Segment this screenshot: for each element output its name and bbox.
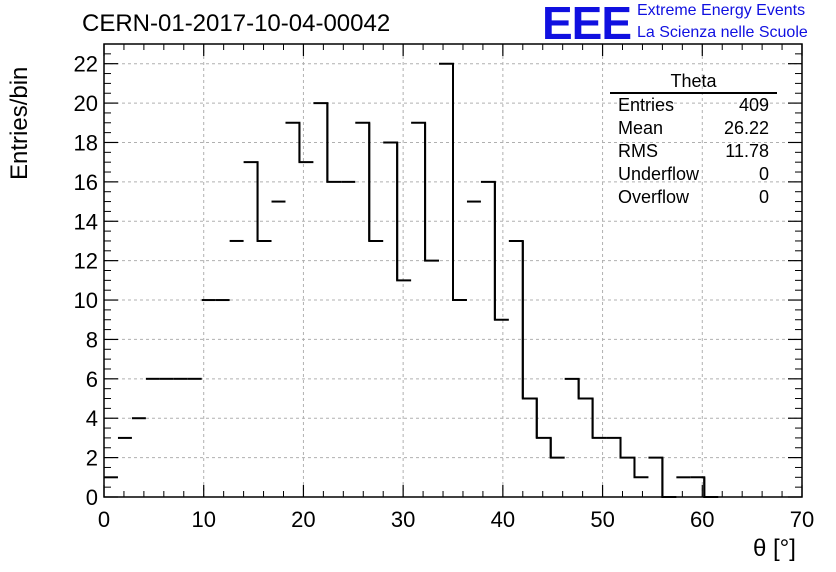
eee-logo: EEE — [542, 0, 632, 49]
histogram-bar — [452, 63, 467, 302]
y-tick-label: 4 — [86, 406, 98, 431]
x-tick-label: 10 — [191, 507, 215, 532]
histogram-bar — [480, 180, 496, 320]
histogram-bar — [591, 398, 607, 439]
logo-subtitle-line1: Extreme Energy Events — [637, 2, 806, 19]
y-tick-label: 12 — [74, 249, 98, 274]
histogram-bar — [243, 161, 259, 241]
histogram-bar — [326, 103, 342, 183]
histogram-bar — [256, 162, 272, 242]
y-tick-label: 6 — [86, 367, 98, 392]
y-tick-label: 0 — [86, 485, 98, 510]
histogram-bar — [298, 122, 314, 164]
histogram-bar — [383, 141, 399, 281]
stats-label: Entries — [618, 95, 675, 115]
stats-title: Theta — [610, 72, 777, 94]
histogram-bar — [619, 437, 636, 478]
histogram-bar — [424, 122, 440, 262]
x-tick-label: 50 — [590, 507, 614, 532]
axis-ticks — [103, 43, 803, 498]
stats-row-rms: RMS 11.78 — [610, 140, 777, 163]
stats-row-entries: Entries 409 — [610, 94, 777, 117]
histogram-bar — [368, 122, 384, 242]
stats-row-underflow: Underflow 0 — [610, 163, 777, 186]
stats-label: Mean — [618, 118, 664, 138]
histogram-bar — [411, 121, 427, 261]
stats-value: 11.78 — [725, 141, 769, 161]
y-tick-label: 14 — [74, 209, 98, 234]
logo-subtitle-line2: La Scienza nelle Scuole — [637, 24, 808, 41]
histogram-bar — [648, 456, 664, 497]
x-tick-label: 20 — [291, 507, 315, 532]
histogram-bar — [508, 239, 524, 399]
histogram-bar — [703, 477, 719, 498]
y-tick-label: 16 — [74, 170, 98, 195]
stats-label: Overflow — [618, 187, 690, 207]
histogram-bar — [493, 181, 509, 321]
x-tick-label: 70 — [790, 507, 814, 532]
x-tick-label: 60 — [690, 507, 714, 532]
x-tick-label: 40 — [491, 507, 515, 532]
stats-row-overflow: Overflow 0 — [610, 186, 777, 209]
x-tick-label: 30 — [391, 507, 415, 532]
histogram-bar — [549, 437, 565, 459]
stats-value: 26.22 — [723, 118, 769, 138]
stats-row-mean: Mean 26.22 — [610, 117, 777, 140]
y-tick-label: 18 — [74, 130, 98, 155]
x-axis-label: θ [°] — [753, 535, 796, 562]
y-tick-label: 20 — [74, 91, 98, 116]
stats-label: RMS — [618, 141, 658, 161]
stats-box: Theta Entries 409 Mean 26.22 RMS 11.78 U… — [610, 72, 777, 209]
histogram-bar — [564, 377, 580, 399]
y-tick-label: 22 — [74, 52, 98, 77]
histogram-bar — [396, 142, 412, 282]
histogram-bars — [104, 62, 719, 498]
histogram-bar — [661, 457, 677, 498]
stats-value: 0 — [758, 164, 769, 184]
stats-label: Underflow — [618, 164, 700, 184]
run-title: CERN-01-2017-10-04-00042 — [82, 10, 391, 37]
histogram-bar — [577, 378, 594, 438]
stats-value: 0 — [758, 187, 769, 207]
axis-tick-labels: 0 10 20 30 40 50 60 70 0 2 4 6 8 10 12 14 16 18 20 22 — [74, 52, 815, 532]
stats-value: 409 — [738, 95, 769, 115]
y-tick-label: 10 — [74, 288, 98, 313]
histogram-bar — [606, 436, 622, 458]
histogram-bar — [535, 398, 552, 458]
x-tick-label: 0 — [98, 507, 110, 532]
y-axis-label: Entries/bin — [6, 66, 33, 180]
y-tick-label: 8 — [86, 327, 98, 352]
y-tick-label: 2 — [86, 446, 98, 471]
histogram-bar — [633, 457, 649, 479]
